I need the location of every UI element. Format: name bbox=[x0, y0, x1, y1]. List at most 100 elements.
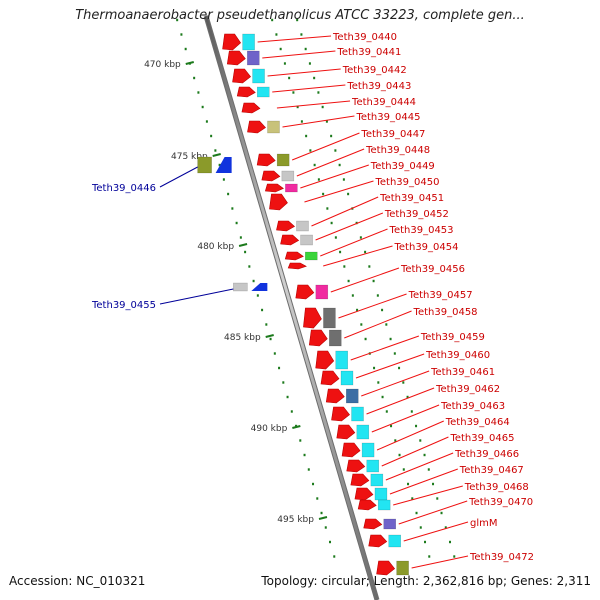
axis-dot bbox=[419, 526, 422, 529]
axis-dot bbox=[324, 526, 327, 529]
gene-label-teth39_0453[interactable]: Teth39_0453 bbox=[389, 225, 454, 236]
gene-label-glmm[interactable]: glmM bbox=[470, 518, 498, 529]
cog-box-teth39_0467 bbox=[374, 487, 388, 501]
gene-label-teth39_0465[interactable]: Teth39_0465 bbox=[449, 433, 514, 444]
cds-arrow-teth39_0462 bbox=[331, 406, 350, 422]
axis-dot bbox=[252, 279, 255, 283]
gene-label-teth39_0444[interactable]: Teth39_0444 bbox=[351, 97, 416, 108]
gene-label-teth39_0450[interactable]: Teth39_0450 bbox=[374, 177, 439, 188]
gene-label-teth39_0467[interactable]: Teth39_0467 bbox=[459, 465, 524, 476]
axis-dot bbox=[330, 221, 333, 225]
gene-label-teth39_0442[interactable]: Teth39_0442 bbox=[342, 65, 407, 76]
gene-label-teth39_0460[interactable]: Teth39_0460 bbox=[425, 350, 490, 361]
axis-dot bbox=[214, 149, 217, 152]
gene-label-teth39_0452[interactable]: Teth39_0452 bbox=[384, 209, 449, 220]
axis-dot bbox=[304, 47, 307, 51]
axis-dot bbox=[356, 308, 359, 312]
cog-box-glmm bbox=[388, 534, 401, 548]
gene-label-teth39_0445[interactable]: Teth39_0445 bbox=[355, 112, 420, 123]
axis-dot bbox=[290, 410, 293, 413]
cog-box-teth39_0443 bbox=[257, 86, 270, 98]
axis-dot bbox=[180, 33, 183, 36]
cds-arrow-teth39_0470 bbox=[363, 518, 383, 530]
axis-dot bbox=[385, 410, 388, 413]
cds-arrow-teth39_0458 bbox=[308, 329, 328, 347]
gene-label-teth39_0459[interactable]: Teth39_0459 bbox=[420, 332, 485, 343]
gene-label-teth39_0455[interactable]: Teth39_0455 bbox=[91, 300, 156, 311]
gene-leader-line bbox=[257, 35, 332, 43]
cog-box-teth39_0448 bbox=[281, 170, 295, 182]
axis-dot bbox=[244, 250, 247, 254]
gene-labels: Teth39_0440 Teth39_0441 Teth39_0442 Teth39_… bbox=[91, 32, 534, 569]
cog-box-teth39_0464 bbox=[361, 442, 375, 458]
cog-box-teth39_0452 bbox=[300, 234, 313, 246]
gene-label-teth39_0441[interactable]: Teth39_0441 bbox=[336, 47, 401, 58]
gene-leader-line bbox=[338, 293, 407, 319]
gene-label-teth39_0447[interactable]: Teth39_0447 bbox=[360, 129, 425, 140]
gene-label-teth39_0451[interactable]: Teth39_0451 bbox=[379, 193, 444, 204]
axis-dot bbox=[453, 555, 456, 558]
gene-label-teth39_0448[interactable]: Teth39_0448 bbox=[365, 145, 430, 156]
axis-dot bbox=[419, 439, 422, 442]
gene-label-teth39_0461[interactable]: Teth39_0461 bbox=[430, 367, 495, 378]
gene-label-teth39_0472[interactable]: Teth39_0472 bbox=[469, 552, 534, 563]
axis-dot bbox=[286, 395, 289, 399]
axis-dot bbox=[176, 18, 179, 22]
cds-arrow-teth39_0456 bbox=[295, 284, 315, 300]
cds-arrow-teth39_0465 bbox=[346, 459, 366, 473]
axis-dot bbox=[390, 424, 393, 428]
gene-label-teth39_0462[interactable]: Teth39_0462 bbox=[435, 384, 500, 395]
axis-dot bbox=[410, 410, 413, 413]
cog-box-teth39_0459 bbox=[335, 350, 348, 370]
axis-dot bbox=[321, 105, 324, 109]
gene-label-teth39_0449[interactable]: Teth39_0449 bbox=[370, 161, 435, 172]
gene-leader-line bbox=[389, 468, 458, 495]
axis-dot bbox=[313, 163, 316, 167]
axis-dot bbox=[432, 482, 435, 486]
axis-dot bbox=[385, 323, 388, 326]
gene-label-teth39_0457[interactable]: Teth39_0457 bbox=[408, 290, 473, 301]
axis-dot bbox=[423, 453, 426, 457]
cog-box-teth39_0455 bbox=[233, 282, 248, 292]
gene-label-teth39_0466[interactable]: Teth39_0466 bbox=[454, 449, 519, 460]
cds-arrow-teth39_0468 bbox=[357, 499, 377, 511]
axis-dot bbox=[424, 540, 427, 544]
gene-label-teth39_0463[interactable]: Teth39_0463 bbox=[440, 401, 505, 412]
axis-major-tick bbox=[238, 243, 248, 247]
cog-box-teth39_0456 bbox=[315, 284, 329, 300]
cds-arrow-teth39_0454 bbox=[287, 262, 307, 270]
gene-label-teth39_0468[interactable]: Teth39_0468 bbox=[464, 482, 529, 493]
axis-dot bbox=[326, 207, 329, 210]
axis-tick-label: 495 kbp bbox=[277, 515, 314, 525]
axis-dot bbox=[364, 337, 367, 341]
axis-dot bbox=[338, 163, 341, 167]
gene-label-teth39_0458[interactable]: Teth39_0458 bbox=[413, 307, 478, 318]
gene-label-teth39_0443[interactable]: Teth39_0443 bbox=[346, 81, 411, 92]
axis-major-tick bbox=[185, 61, 195, 65]
axis-dot bbox=[239, 236, 242, 239]
gene-leader-line bbox=[350, 335, 420, 361]
axis-dot bbox=[261, 308, 264, 312]
axis-major-tick bbox=[318, 516, 328, 520]
axis-dot bbox=[339, 250, 342, 254]
gene-label-teth39_0464[interactable]: Teth39_0464 bbox=[445, 417, 510, 428]
gene-label-teth39_0454[interactable]: Teth39_0454 bbox=[394, 242, 459, 253]
gene-leader-line bbox=[262, 50, 336, 59]
gene-leader-line bbox=[393, 485, 463, 506]
cog-box-teth39_0451 bbox=[296, 220, 309, 232]
axis-dot bbox=[269, 337, 272, 341]
cog-box-teth39_0453 bbox=[305, 251, 318, 261]
gene-label-teth39_0456[interactable]: Teth39_0456 bbox=[400, 264, 465, 275]
axis-tick-label: 480 kbp bbox=[197, 242, 234, 252]
axis-dot bbox=[393, 352, 396, 355]
cog-box-teth39_0462 bbox=[351, 406, 364, 422]
axis-dot bbox=[317, 91, 320, 94]
cog-box-teth39_0458 bbox=[329, 329, 342, 347]
cds-arrow-teth39_0463 bbox=[336, 424, 356, 440]
cds-arrow-teth39_0447 bbox=[256, 153, 276, 167]
cds-arrow-teth39_0455 bbox=[251, 283, 268, 291]
gene-label-teth39_0470[interactable]: Teth39_0470 bbox=[468, 497, 533, 508]
axis-dot bbox=[303, 453, 306, 457]
gene-label-teth39_0440[interactable]: Teth39_0440 bbox=[332, 32, 397, 43]
gene-label-teth39_0446[interactable]: Teth39_0446 bbox=[91, 183, 156, 194]
